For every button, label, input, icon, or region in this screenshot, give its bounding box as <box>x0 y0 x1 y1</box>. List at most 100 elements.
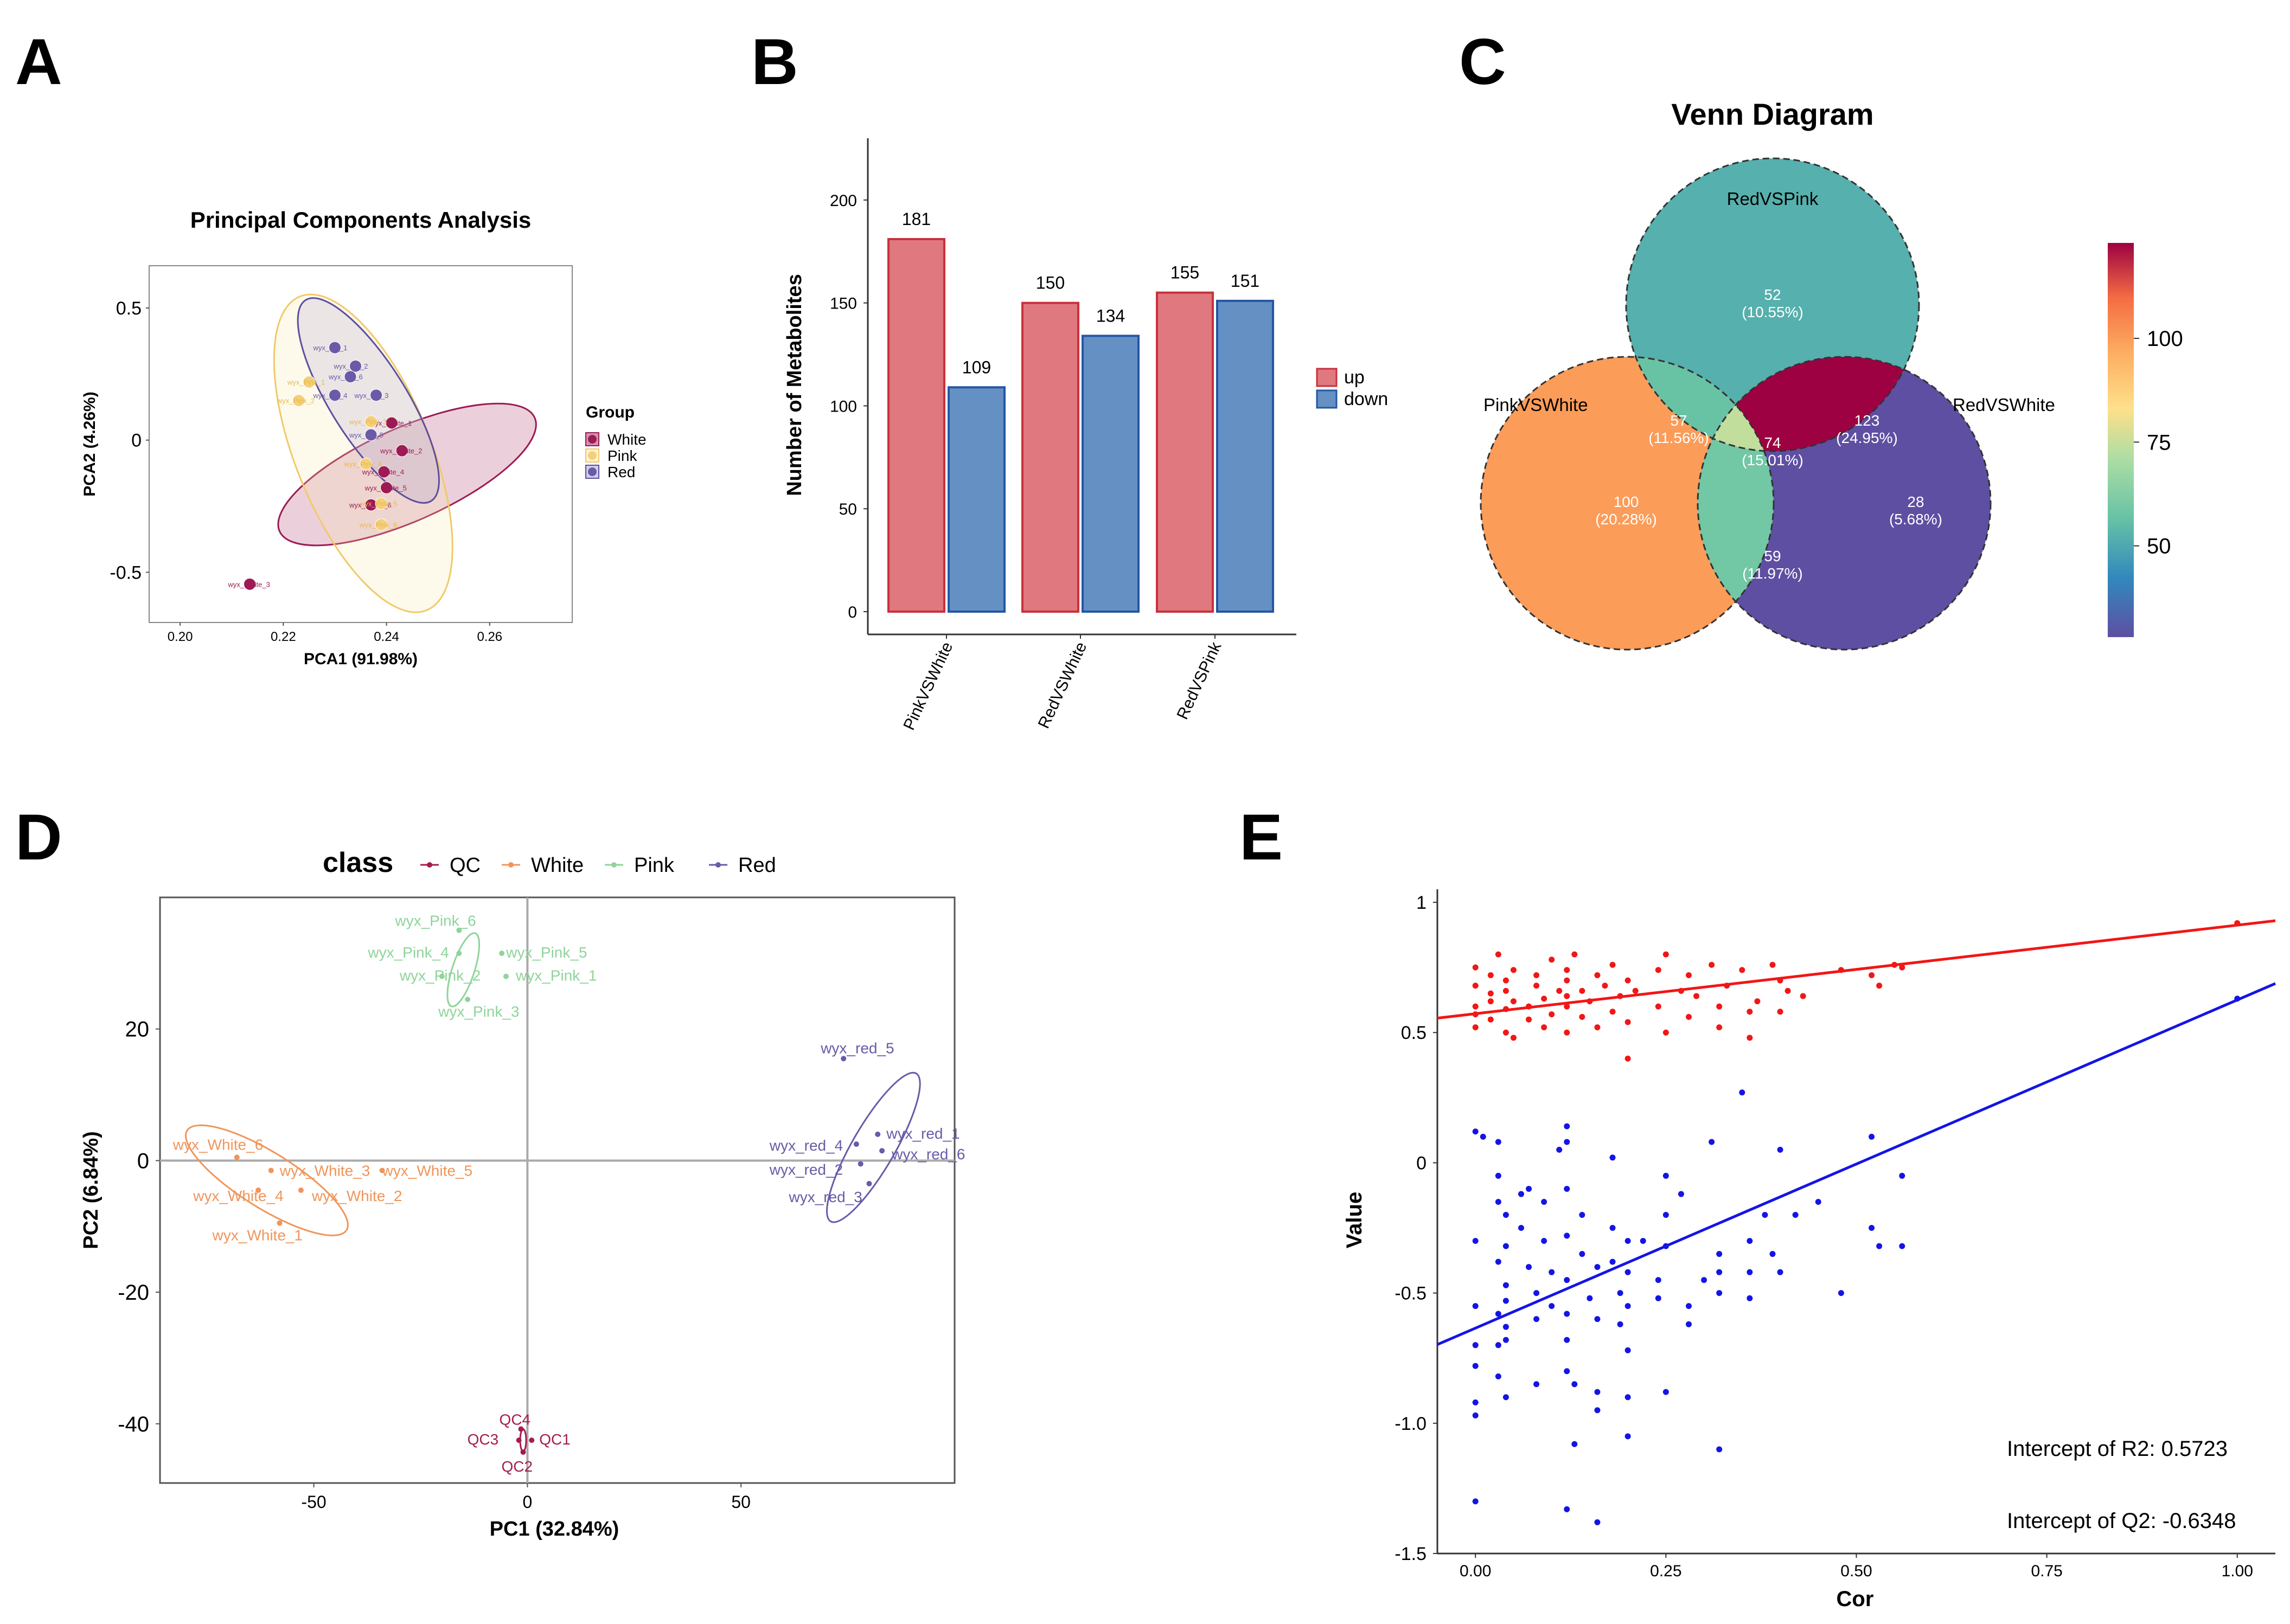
perm-point-r2 <box>1549 957 1555 963</box>
pc-point-wyx-pink-6 <box>456 927 462 933</box>
bar-value-label: 181 <box>902 209 931 229</box>
perm-y-tick-label: 0 <box>1416 1153 1427 1173</box>
pca-x-tick-label: 0.22 <box>271 630 296 644</box>
perm-point-r2 <box>1564 977 1570 984</box>
panel-letter-d: D <box>15 801 62 874</box>
perm-point-r2 <box>1624 977 1631 984</box>
pc-point-label: wyx_White_5 <box>382 1163 473 1179</box>
pc-point-wyx-white-5 <box>379 1167 385 1173</box>
bar-redvswhite-down <box>1082 335 1140 613</box>
perm-point-r2 <box>1624 1019 1631 1025</box>
pc-legend-marker-white <box>508 862 514 868</box>
perm-point-r2 <box>1739 967 1745 973</box>
pc-legend-marker-pink <box>611 862 617 868</box>
pc-legend-marker-qc <box>427 862 432 868</box>
pc-point-label: QC3 <box>468 1431 499 1448</box>
perm-point-r2 <box>1510 998 1517 1005</box>
perm-x-tick-label: 0.25 <box>1650 1562 1681 1580</box>
perm-point-q2 <box>1533 1290 1540 1296</box>
pca-point-label: wyx_White_5 <box>364 484 407 492</box>
pca-legend-marker <box>588 435 597 444</box>
perm-point-q2 <box>1655 1295 1661 1301</box>
perm-point-q2 <box>1472 1342 1479 1349</box>
bar-pinkvswhite-down <box>948 386 1006 613</box>
perm-point-q2 <box>1662 1172 1669 1179</box>
perm-point-r2 <box>1891 961 1898 968</box>
pc-legend-marker-red <box>715 862 721 868</box>
pc-point-wyx-red-2 <box>858 1161 863 1167</box>
perm-point-r2 <box>1594 972 1601 979</box>
pca-legend-marker <box>588 467 597 476</box>
perm-point-r2 <box>1549 1011 1555 1018</box>
bar-legend-swatch-up <box>1316 368 1338 387</box>
perm-point-r2 <box>1724 983 1730 989</box>
perm-point-r2 <box>1777 977 1783 984</box>
pc-legend-label-white: White <box>531 854 584 877</box>
perm-point-q2 <box>1716 1446 1723 1453</box>
pca-point-label: wyx_red_6 <box>328 373 363 381</box>
pca-point-wyx-red-5 <box>364 428 378 441</box>
pca-x-tick-label: 0.24 <box>374 630 399 644</box>
bar-y-axis-label: Number of Metabolites <box>783 274 806 496</box>
perm-y-tick-label: -0.5 <box>1395 1283 1427 1304</box>
perm-point-r2 <box>1510 967 1517 973</box>
perm-point-q2 <box>1747 1238 1753 1244</box>
pc-y-tick-label: 20 <box>125 1018 150 1042</box>
perm-point-q2 <box>1571 1381 1578 1388</box>
perm-point-r2 <box>1678 987 1684 994</box>
venn-set-label-redvspink: RedVSPink <box>1727 189 1819 209</box>
perm-point-r2 <box>1754 998 1761 1005</box>
perm-point-q2 <box>1472 1128 1479 1135</box>
perm-point-q2 <box>1518 1225 1524 1231</box>
pc-point-qc2 <box>520 1449 526 1455</box>
bar-legend-swatch-down <box>1316 389 1338 409</box>
perm-point-r2 <box>1487 998 1494 1005</box>
perm-point-q2 <box>1495 1172 1501 1179</box>
pc-x-axis-label: PC1 (32.84%) <box>490 1518 619 1540</box>
perm-point-r2 <box>1472 1024 1479 1031</box>
venn-pct-bottom: (11.97%) <box>1742 565 1803 582</box>
perm-point-q2 <box>1556 1146 1563 1153</box>
perm-point-q2 <box>1495 1198 1501 1205</box>
pc-point-label: wyx_red_5 <box>820 1039 894 1056</box>
perm-point-q2 <box>1533 1381 1540 1388</box>
perm-point-r2 <box>1487 990 1494 997</box>
pca-y-tick-label: -0.5 <box>110 562 142 583</box>
perm-point-r2 <box>1472 964 1479 971</box>
perm-point-q2 <box>1472 1238 1479 1244</box>
venn-count-bottom: 59 <box>1764 548 1781 564</box>
perm-point-q2 <box>1579 1251 1585 1257</box>
pca-point-label: wyx_red_3 <box>354 391 389 400</box>
bar-value-label: 109 <box>962 357 991 377</box>
pca-point-label: wyx_Pink_2 <box>277 397 315 405</box>
perm-point-q2 <box>1564 1139 1570 1145</box>
perm-point-r2 <box>1487 972 1494 979</box>
perm-point-q2 <box>1495 1342 1501 1349</box>
perm-point-r2 <box>1632 987 1639 994</box>
pca-point-wyx-white-1 <box>385 416 398 429</box>
pc-ellipse-white <box>184 1124 349 1236</box>
perm-point-r2 <box>1784 987 1791 994</box>
perm-point-q2 <box>1502 1337 1509 1343</box>
perm-point-r2 <box>1564 993 1570 999</box>
perm-point-q2 <box>1777 1269 1783 1275</box>
perm-point-q2 <box>1564 1185 1570 1192</box>
perm-point-q2 <box>1869 1225 1875 1231</box>
perm-point-r2 <box>1716 1024 1723 1031</box>
pca-point-label: wyx_Pink_4 <box>344 460 382 468</box>
pca-y-tick-label: 0.5 <box>116 298 142 319</box>
perm-point-q2 <box>1571 1441 1578 1447</box>
perm-point-q2 <box>1495 1373 1501 1379</box>
pc-point-label: wyx_red_1 <box>886 1125 960 1142</box>
pca-point-wyx-white-4 <box>378 465 391 478</box>
perm-point-r2 <box>1526 1003 1532 1010</box>
pca-point-label: wyx_Pink_6 <box>359 521 397 529</box>
perm-point-q2 <box>1587 1295 1593 1301</box>
pc-point-label: wyx_White_1 <box>212 1227 303 1244</box>
perm-point-q2 <box>1594 1389 1601 1395</box>
pca-point-wyx-red-2 <box>349 360 362 373</box>
perm-point-q2 <box>1472 1412 1479 1418</box>
pc-y-tick-label: -20 <box>118 1281 149 1305</box>
pc-point-wyx-white-3 <box>268 1167 274 1173</box>
perm-point-r2 <box>1587 998 1593 1005</box>
